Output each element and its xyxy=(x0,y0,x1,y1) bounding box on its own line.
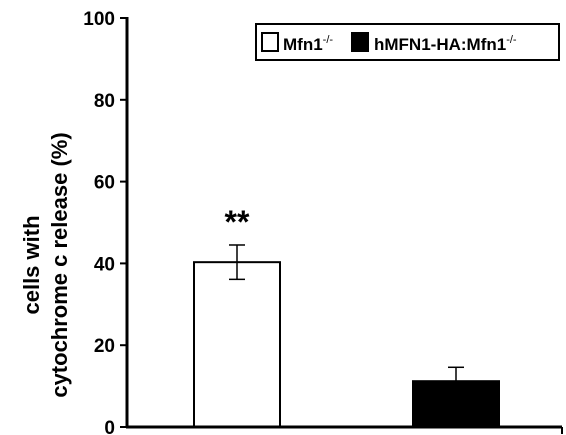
bar-1 xyxy=(193,261,281,428)
legend-swatch-2 xyxy=(351,32,369,52)
y-tick-label: 60 xyxy=(94,173,115,194)
y-axis-label: cells with cytochrome c release (%) xyxy=(19,132,72,397)
y-axis-label-line-1: cells with xyxy=(19,215,44,314)
y-tick-label: 40 xyxy=(94,254,115,275)
legend-label-1: Mfn1-/- xyxy=(283,34,333,54)
axes xyxy=(125,17,563,434)
legend-label-2: hMFN1-HA:Mfn1-/- xyxy=(374,34,517,54)
legend-box xyxy=(255,23,560,61)
y-axis-label-line-2: cytochrome c release (%) xyxy=(47,132,72,397)
y-tick-label: 20 xyxy=(94,336,115,357)
significance-annotation: ** xyxy=(225,204,250,240)
legend: Mfn1-/- hMFN1-HA:Mfn1-/- xyxy=(255,23,560,61)
y-tick-label: 80 xyxy=(94,91,115,112)
bars: ** xyxy=(193,204,500,428)
y-tick-label: 0 xyxy=(104,418,115,435)
legend-swatch-1 xyxy=(261,32,279,52)
y-tick-label: 100 xyxy=(83,9,115,30)
y-axis-ticks: 0 20 40 60 80 100 xyxy=(83,9,127,435)
